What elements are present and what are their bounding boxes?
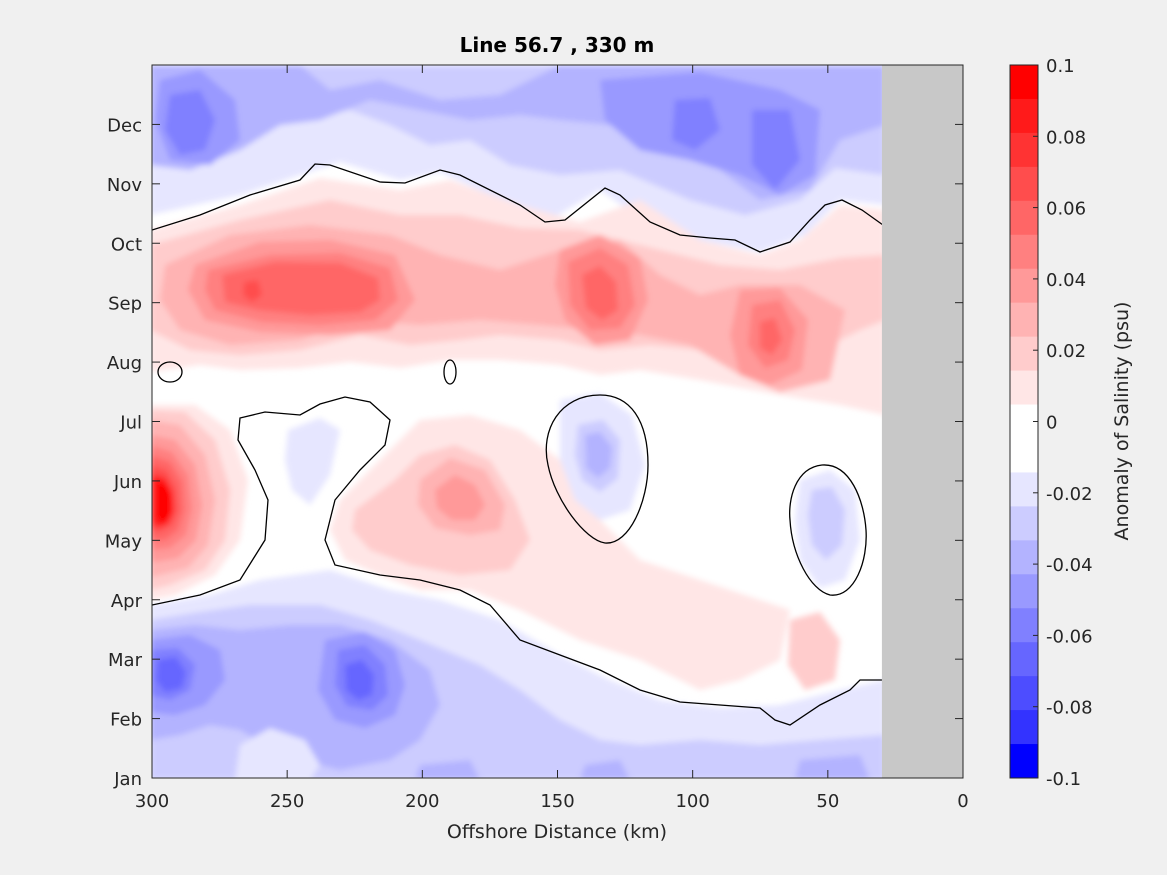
- colorbar-segment: [1010, 642, 1038, 677]
- colorbar-segment: [1010, 268, 1038, 304]
- no-data-region: [881, 65, 963, 778]
- x-axis-label: Offshore Distance (km): [447, 821, 667, 843]
- colorbar-segment: [1010, 302, 1038, 338]
- y-tick-label: Apr: [111, 591, 143, 612]
- x-axis: 300 250 200 150 100 50 0: [135, 65, 969, 812]
- y-tick-label: Aug: [107, 353, 142, 374]
- y-tick-label: Sep: [108, 294, 142, 315]
- negative-band-top-5: [165, 90, 800, 190]
- y-tick-label: Mar: [108, 650, 143, 671]
- x-tick-label: 200: [405, 791, 439, 812]
- y-tick-label: Nov: [107, 175, 142, 196]
- colorbar-segment: [1010, 234, 1038, 270]
- colorbar-segment: [1010, 166, 1038, 202]
- positive-core-may-9: [157, 482, 172, 524]
- colorbar-segment: [1010, 370, 1038, 406]
- colorbar-segment: [1010, 65, 1038, 100]
- zero-contour-aug-loop-left: [157, 361, 183, 383]
- zero-contours: [152, 163, 884, 726]
- colorbar-tick-label: 0.02: [1046, 341, 1086, 362]
- colorbar-tick-label: 0.04: [1046, 270, 1086, 291]
- y-tick-label: Feb: [110, 710, 142, 731]
- colorbar-segment: [1010, 676, 1038, 711]
- colorbar-tick-label: 0.06: [1046, 199, 1086, 220]
- x-tick-label: 150: [540, 791, 574, 812]
- positive-band-7: [243, 280, 262, 302]
- x-tick-label: 50: [816, 791, 839, 812]
- colorbar-segment: [1010, 472, 1038, 507]
- colorbar-segment: [1010, 132, 1038, 168]
- negative-patch-jun-3: [585, 432, 612, 478]
- x-tick-label: 100: [675, 791, 709, 812]
- x-tick-label: 0: [957, 791, 968, 812]
- zero-contour-may-loop-right: [789, 464, 867, 596]
- contour-bands: [152, 65, 885, 778]
- colorbar-segment: [1010, 744, 1038, 779]
- colorbar-tick-label: 0: [1046, 413, 1057, 434]
- chart-title: Line 56.7 , 330 m: [460, 33, 655, 57]
- negative-patch-jun-2: [575, 420, 845, 560]
- y-tick-label: Jun: [113, 472, 142, 493]
- colorbar-tick-label: -0.04: [1046, 555, 1093, 576]
- colorbar-segment: [1010, 200, 1038, 236]
- negative-patch-jun-1: [285, 393, 860, 588]
- colorbar-segment: [1010, 574, 1038, 609]
- y-tick-label: Dec: [107, 115, 142, 136]
- white-patch-bottom: [235, 728, 320, 778]
- colorbar-segment: [1010, 540, 1038, 575]
- colorbar-segment: [1010, 608, 1038, 643]
- zero-contour-upper: [152, 163, 884, 253]
- contour-field: [152, 65, 963, 778]
- colorbar-ticks: 0.1 0.08 0.06 0.04 0.02 0 -0.02 -0.04 -0.06 -0.08…: [1033, 56, 1093, 790]
- colorbar-tick-label: -0.02: [1046, 484, 1093, 505]
- colorbar-segment: [1010, 336, 1038, 372]
- colorbar-tick-label: 0.08: [1046, 127, 1086, 148]
- y-tick-label: Oct: [111, 234, 142, 255]
- colorbar-tick-label: -0.08: [1046, 698, 1093, 719]
- x-tick-label: 250: [270, 791, 304, 812]
- y-axis: Jan Feb Mar Apr May Jun Jul Aug Sep Oct Nov Dec: [105, 115, 963, 790]
- zero-contour-jun-loop-mid: [545, 394, 649, 544]
- negative-band-top-4: [155, 70, 820, 195]
- positive-region-mid-4: [435, 475, 485, 520]
- colorbar-segment: [1010, 506, 1038, 541]
- colorbar-segment: [1010, 98, 1038, 134]
- colorbar-tick-label: 0.1: [1046, 56, 1075, 77]
- colorbar-tick-label: -0.06: [1046, 626, 1093, 647]
- positive-band-6: [222, 262, 782, 355]
- colorbar-tick-label: -0.1: [1046, 769, 1081, 790]
- colorbar-segment: [1010, 438, 1038, 473]
- zero-contour-aug-loop-mid: [443, 359, 457, 385]
- negative-band-bottom-6: [156, 657, 374, 700]
- colorbar: [1009, 64, 1039, 779]
- colorbar-segment: [1010, 710, 1038, 745]
- y-tick-label: Jul: [119, 413, 142, 434]
- x-tick-label: 300: [135, 791, 169, 812]
- negative-band-bottom-5: [152, 645, 388, 710]
- zero-contour-lower: [152, 396, 883, 726]
- y-tick-label: Jan: [113, 769, 142, 790]
- colorbar-label: Anomaly of Salinity (psu): [1111, 302, 1133, 541]
- y-tick-label: May: [105, 531, 143, 552]
